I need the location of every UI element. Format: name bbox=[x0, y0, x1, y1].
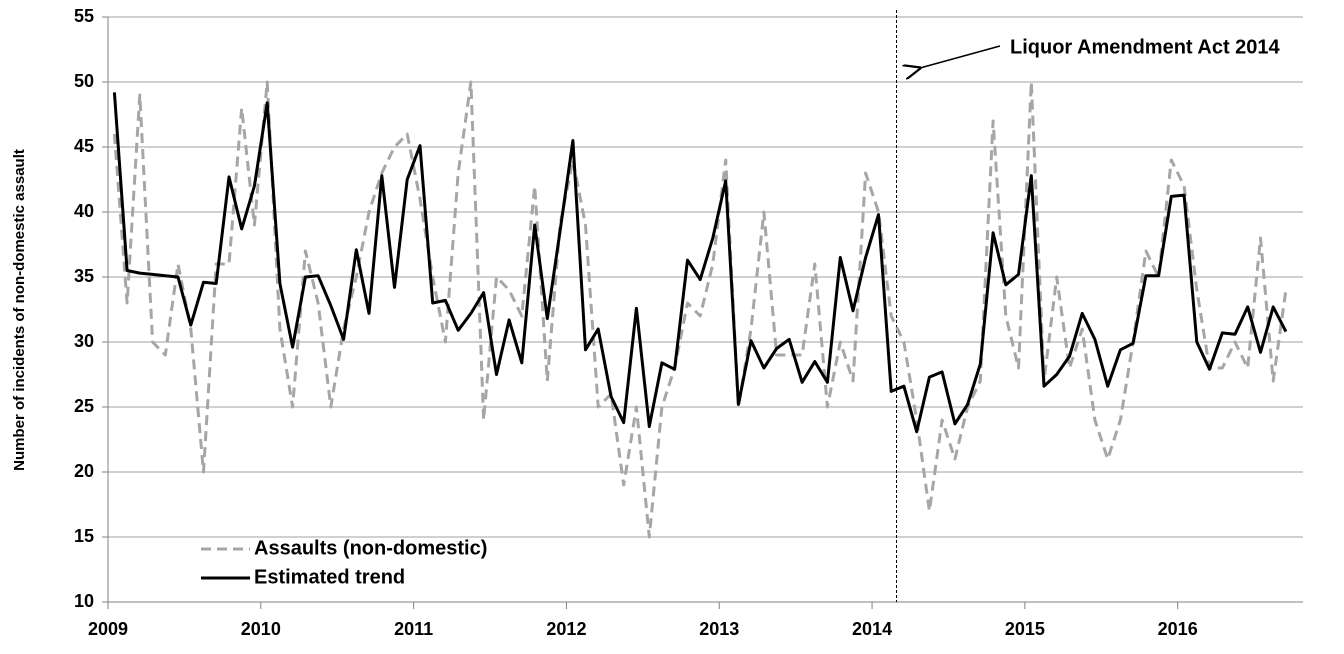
y-tick-label: 25 bbox=[74, 396, 94, 416]
x-tick-label: 2009 bbox=[88, 619, 128, 639]
y-tick-label: 40 bbox=[74, 201, 94, 221]
y-tick-label: 20 bbox=[74, 461, 94, 481]
x-tick-label: 2014 bbox=[852, 619, 892, 639]
y-axis-title: Number of incidents of non-domestic assa… bbox=[11, 149, 28, 471]
x-tick-label: 2010 bbox=[241, 619, 281, 639]
legend-label: Assaults (non-domestic) bbox=[254, 537, 487, 559]
y-tick-label: 30 bbox=[74, 331, 94, 351]
y-tick-label: 45 bbox=[74, 136, 94, 156]
legend-label: Estimated trend bbox=[254, 566, 405, 588]
x-tick-label: 2013 bbox=[699, 619, 739, 639]
x-tick-label: 2015 bbox=[1005, 619, 1045, 639]
y-tick-label: 35 bbox=[74, 266, 94, 286]
x-tick-label: 2011 bbox=[394, 619, 433, 639]
series-line bbox=[112, 80, 1288, 539]
y-tick-label: 50 bbox=[74, 71, 94, 91]
annotation-arrow bbox=[920, 45, 1001, 68]
y-tick-label: 15 bbox=[74, 526, 94, 546]
annotation: Liquor Amendment Act 2014 bbox=[1010, 36, 1281, 58]
y-tick-label: 10 bbox=[74, 591, 94, 611]
x-tick-label: 2012 bbox=[546, 619, 586, 639]
y-tick-label: 55 bbox=[74, 6, 94, 26]
x-tick-label: 2016 bbox=[1158, 619, 1198, 639]
series-line bbox=[112, 92, 1288, 434]
